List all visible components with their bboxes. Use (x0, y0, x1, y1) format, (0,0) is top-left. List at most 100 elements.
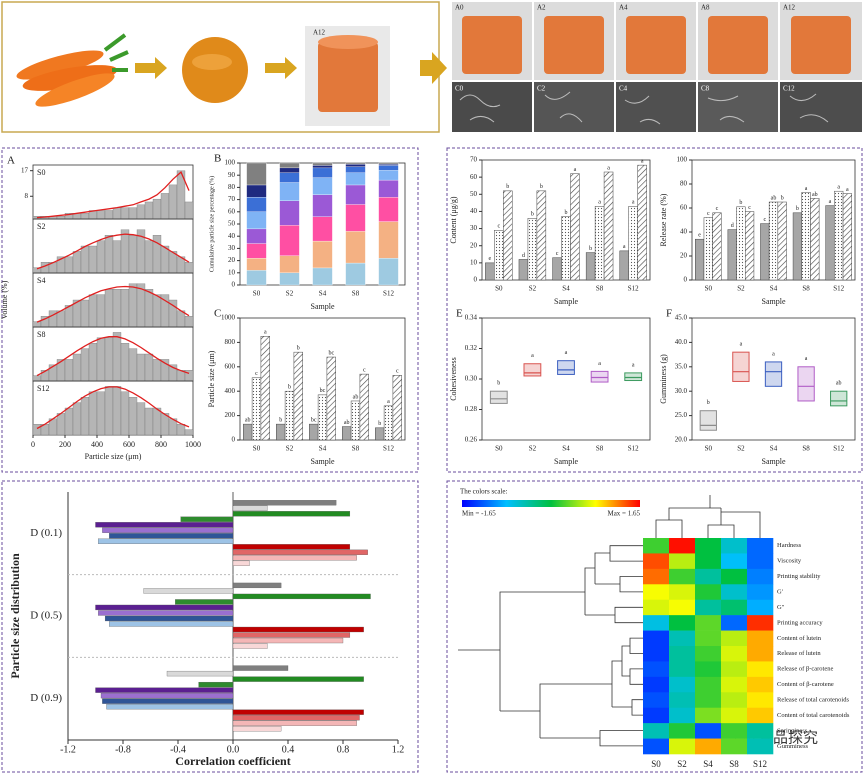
heatmap-cell (747, 646, 774, 662)
bar (485, 262, 495, 281)
y-tick-label: 0.30 (465, 375, 478, 383)
bar (276, 423, 286, 441)
bar (834, 190, 844, 281)
arrow (135, 57, 167, 79)
bar (342, 426, 352, 441)
photo-label: A2 (537, 4, 546, 12)
histogram-bar (32, 375, 42, 382)
heatmap-cell (643, 615, 670, 631)
row-label: Content of lutein (777, 635, 822, 642)
bar-segment (312, 216, 333, 242)
significance-letter: b (540, 184, 543, 190)
panel-label: B (214, 153, 221, 165)
y-tick-label: 80 (228, 183, 236, 191)
x-tick-label: -1.2 (60, 744, 76, 755)
histogram-bar (120, 289, 130, 328)
significance-letter: b (589, 246, 592, 252)
bar-segment (345, 262, 366, 286)
bar (143, 588, 234, 594)
significance-letter: c (763, 217, 766, 223)
bar-segment (345, 204, 366, 232)
x-axis-label: Sample (762, 297, 786, 306)
histogram-bar (184, 429, 194, 436)
sem-label: C0 (455, 85, 464, 93)
histogram-bar (136, 204, 146, 220)
heatmap-cell (695, 723, 722, 739)
x-tick-label: S4 (319, 445, 327, 453)
significance-letter: a (740, 342, 743, 348)
heatmap-cell (747, 568, 774, 585)
histogram-bar (96, 294, 106, 328)
heatmap-cell (643, 661, 670, 678)
significance-letter: bc (311, 418, 317, 424)
significance-letter: bc (320, 388, 326, 394)
category-label: D (0.5) (30, 610, 62, 622)
bar-segment (246, 243, 267, 259)
x-tick-label: 200 (59, 440, 71, 449)
histogram-bar (136, 402, 146, 436)
fit-curve (36, 336, 190, 377)
histogram-bar (184, 262, 194, 274)
histogram-bar (112, 240, 122, 274)
bar (727, 229, 737, 281)
column-label: S4 (703, 759, 713, 769)
significance-letter: c (748, 205, 751, 211)
heatmap-cell (643, 538, 670, 554)
box (624, 372, 643, 382)
heatmap-cell (721, 584, 748, 601)
bar (102, 527, 234, 533)
y-tick-label: 0.28 (465, 405, 478, 413)
bar-segment (246, 258, 267, 271)
heatmap-cell (747, 538, 774, 554)
y-tick-label: 600 (225, 362, 236, 370)
y-tick-label: 40 (470, 207, 478, 215)
significance-letter: ab (771, 195, 777, 201)
bar (760, 223, 770, 281)
box (489, 390, 508, 404)
heatmap-cell (747, 692, 774, 709)
heatmap-cell (669, 584, 696, 601)
significance-letter: a (632, 362, 635, 368)
histogram-bar (72, 251, 82, 274)
y-tick-label: 0 (232, 281, 236, 289)
bar (260, 336, 270, 441)
panel-label: F (666, 308, 672, 320)
significance-letter: bc (328, 350, 334, 356)
panel-label: C (214, 308, 221, 320)
heatmap-cell (695, 568, 722, 585)
histogram-bar (96, 210, 106, 220)
bar (232, 549, 368, 555)
bar (232, 505, 268, 511)
bar (232, 643, 268, 649)
significance-letter: b (288, 385, 291, 391)
heatmap-cell (695, 584, 722, 601)
heatmap-cell (721, 738, 748, 755)
significance-letter: b (497, 381, 500, 387)
heatmap-cell (721, 568, 748, 585)
printed-sample (318, 42, 378, 112)
histogram-bar (72, 353, 82, 382)
y-axis-label: Cumulative particle size percentage (%) (208, 176, 215, 272)
significance-letter: e (698, 233, 701, 239)
heatmap-cell (695, 615, 722, 631)
histogram-bar (112, 332, 122, 382)
x-axis-label: Particle size (μm) (85, 452, 142, 461)
bar-segment (345, 162, 366, 165)
x-tick-label: S4 (562, 445, 570, 453)
x-axis-label: Sample (554, 457, 578, 466)
row-label: Content of β-carotene (777, 681, 834, 688)
bar-segment (378, 165, 399, 171)
bar (98, 610, 234, 616)
histogram-bar (152, 198, 162, 220)
significance-letter: b (796, 206, 799, 212)
significance-letter: b (781, 195, 784, 201)
x-tick-label: S2 (286, 290, 294, 298)
bar-segment (378, 164, 399, 166)
histogram-bar (128, 283, 138, 328)
bar (106, 704, 234, 710)
bar-segment (378, 162, 399, 165)
scale-min-label: Min = -1.65 (462, 510, 496, 518)
significance-letter: d (731, 223, 734, 229)
histogram-bar (88, 391, 98, 436)
histogram-bar (96, 337, 106, 382)
